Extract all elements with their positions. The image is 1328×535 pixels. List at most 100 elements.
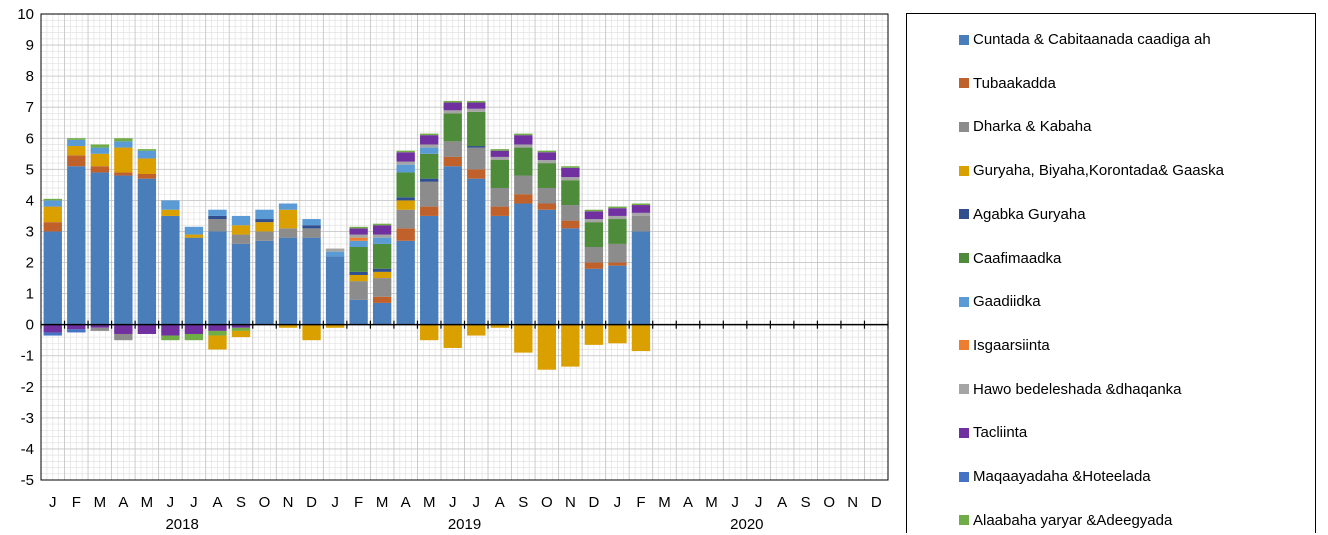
bar-segment [43,198,62,201]
bar-segment [396,209,415,229]
x-tick-label: J [614,494,622,511]
bar-segment [231,327,251,331]
legend-label: Caafimaadka [973,249,1062,267]
bar-segment [302,237,321,325]
bar-segment [490,149,509,151]
bar-segment [137,150,157,159]
bar-segment [90,324,109,328]
x-tick-label: J [473,494,481,511]
bar-segment [325,324,345,328]
x-tick-label: F [354,494,363,511]
bar-segment [631,324,651,352]
bar-segment [67,139,86,147]
bar-segment [420,324,439,341]
x-tick-label: S [518,494,528,511]
bar-segment [114,141,133,148]
legend-item: Tacliinta [959,424,1027,441]
bar-segment [114,324,133,334]
bar-segment [67,329,86,333]
x-tick-label: J [49,494,57,511]
bar-segment [396,150,415,153]
legend-swatch [959,340,969,351]
legend-item: Tubaakadda [959,75,1056,92]
year-label: 2020 [730,516,763,533]
year-label: 2019 [448,516,481,533]
x-tick-label: M [423,494,436,511]
bar-segment [90,144,109,148]
bar-segment [490,150,509,157]
bar-segment [255,222,274,232]
bar-segment [514,324,533,353]
bar-segment [325,248,345,252]
bar-segment [467,169,486,179]
bar-segment [349,247,368,272]
legend-swatch [959,296,969,307]
bar-segment [537,160,557,164]
bar-segment [584,262,604,269]
bar-segment [67,146,86,156]
legend-label: Guryaha, Biyaha,Korontada& Gaaska [973,162,1224,180]
bar-segment [161,200,180,210]
bar-segment [372,271,392,279]
bar-segment [537,187,557,204]
x-tick-label: A [118,494,128,511]
y-tick-label: -5 [21,472,34,489]
bar-segment [467,178,486,325]
bar-segment [420,135,439,145]
bar-segment [631,231,651,325]
y-tick-label: 5 [26,161,34,178]
bar-segment [137,149,157,151]
bar-segment [137,324,157,334]
legend-swatch [959,34,969,45]
bar-segment [349,226,368,229]
bar-segment [255,231,274,241]
bar-segment [420,147,439,154]
x-tick-label: J [331,494,339,511]
legend-item: Isgaarsiinta [959,337,1050,354]
legend-swatch [959,253,969,263]
bar-segment [537,203,557,210]
bar-segment [278,203,298,210]
bar-segment [278,209,298,229]
y-tick-label: -2 [21,379,34,396]
x-tick-label: D [306,494,317,511]
bar-segment [231,330,251,338]
chart-legend: Cuntada & Cabitaanada caadiga ah Tubaakad… [906,13,1316,533]
year-label: 2018 [165,516,198,533]
bar-segment [43,231,62,325]
bar-segment [584,222,604,247]
bar-segment [608,324,627,344]
x-tick-label: M [376,494,389,511]
bar-segment [420,144,439,148]
bar-segment [67,324,86,330]
y-tick-label: 10 [17,6,34,23]
bar-segment [631,203,651,206]
bar-segment [467,111,486,147]
bar-segment [396,197,415,201]
x-tick-label: S [801,494,811,511]
bar-segment [161,209,180,216]
bar-segment [561,177,580,181]
y-tick-label: 1 [26,286,34,303]
bar-segment [561,228,580,325]
legend-item: Dharka & Kabaha [959,118,1091,135]
bar-segment [631,205,651,213]
bar-segment [372,268,392,272]
y-tick-label: 2 [26,255,34,272]
bar-segment [184,324,204,334]
legend-item: Cuntada & Cabitaanada caadiga ah [959,31,1211,48]
legend-item: Hawo bedeleshada &dhaqanka [959,381,1182,398]
legend-label: Tubaakadda [973,74,1056,92]
bar-segment [349,228,368,235]
legend-item: Gaadiidka [959,293,1041,310]
bar-segment [467,102,486,109]
bar-segment [490,160,509,188]
bar-segment [208,231,227,325]
x-tick-label: M [658,494,671,511]
legend-label: Agabka Guryaha [973,205,1086,223]
bar-segment [208,219,227,232]
y-tick-label: -1 [21,348,34,365]
y-tick-label: 3 [26,223,34,240]
bar-segment [208,330,227,336]
x-tick-label: D [871,494,882,511]
